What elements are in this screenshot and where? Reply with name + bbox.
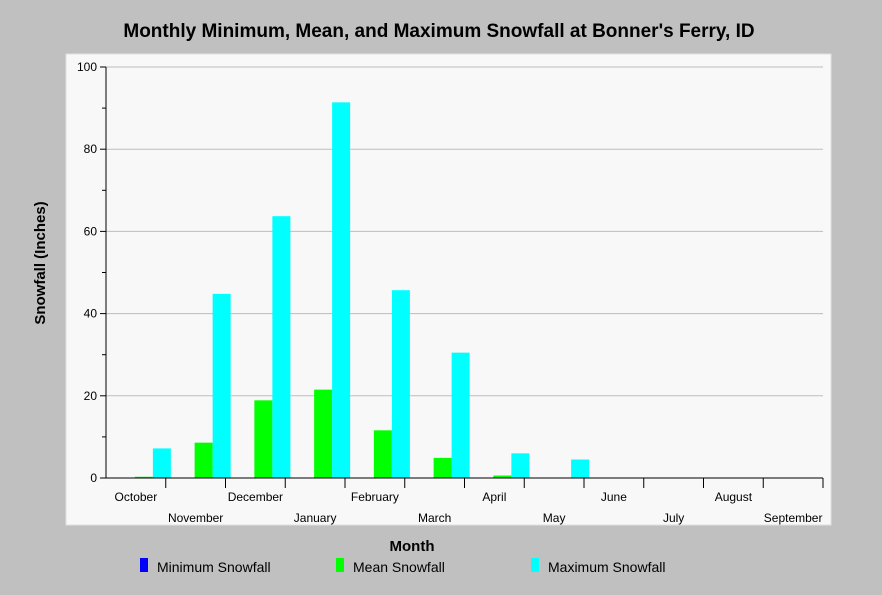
- bar-mean-snowfall-february: [373, 430, 392, 478]
- x-tick-label: January: [294, 511, 337, 525]
- bar-mean-snowfall-october: [134, 476, 153, 478]
- x-tick-label: November: [168, 511, 223, 525]
- bar-maximum-snowfall-march: [451, 352, 470, 478]
- y-tick-label: 20: [84, 389, 98, 403]
- bar-maximum-snowfall-december: [272, 216, 291, 478]
- chart-title: Monthly Minimum, Mean, and Maximum Snowf…: [123, 21, 754, 42]
- x-tick-label: December: [228, 490, 283, 504]
- y-tick-label: 40: [84, 307, 98, 321]
- x-tick-label: September: [764, 511, 823, 525]
- bars: [134, 102, 590, 478]
- bar-mean-snowfall-november: [194, 442, 213, 478]
- x-tick-label: March: [418, 511, 451, 525]
- y-tick-label: 60: [84, 224, 98, 238]
- y-tick-label: 0: [90, 471, 97, 485]
- legend-swatch: [336, 558, 344, 572]
- bar-maximum-snowfall-november: [212, 293, 231, 478]
- plot-area: [65, 53, 832, 526]
- bar-maximum-snowfall-january: [332, 102, 351, 478]
- legend-label: Minimum Snowfall: [157, 559, 271, 575]
- y-axis-title: Snowfall (Inches): [32, 201, 49, 324]
- bar-mean-snowfall-december: [254, 400, 273, 478]
- x-tick-label: May: [543, 511, 566, 525]
- bar-mean-snowfall-march: [433, 457, 452, 478]
- y-tick-label: 80: [84, 142, 98, 156]
- x-tick-label: June: [601, 490, 627, 504]
- bar-maximum-snowfall-february: [391, 290, 410, 478]
- axes: 0 20 40 60 80 100 October November December Janua…: [77, 60, 824, 525]
- x-tick-label: February: [351, 490, 399, 504]
- x-tick-label: July: [663, 511, 684, 525]
- bar-maximum-snowfall-april: [511, 453, 530, 478]
- legend-swatch: [140, 558, 148, 572]
- bar-mean-snowfall-january: [314, 389, 333, 478]
- legend-label: Mean Snowfall: [353, 559, 445, 575]
- y-tick-label: 100: [77, 60, 97, 74]
- bar-mean-snowfall-april: [493, 475, 512, 478]
- legend-swatch: [531, 558, 539, 572]
- bar-maximum-snowfall-october: [152, 448, 171, 478]
- legend-label: Maximum Snowfall: [548, 559, 665, 575]
- legend: Minimum Snowfall Mean Snowfall Maximum Sno…: [140, 558, 665, 575]
- x-axis-title: Month: [390, 538, 435, 555]
- x-tick-label: October: [115, 490, 158, 504]
- x-tick-label: August: [715, 490, 753, 504]
- x-tick-label: April: [482, 490, 506, 504]
- bar-maximum-snowfall-may: [571, 459, 590, 478]
